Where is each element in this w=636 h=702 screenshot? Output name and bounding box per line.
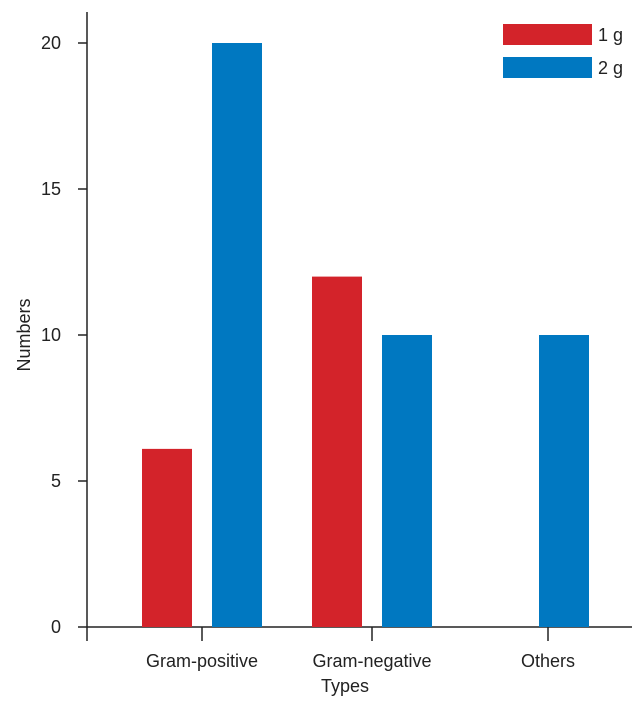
bar-series-2 bbox=[212, 43, 262, 627]
bar-series-2 bbox=[539, 335, 589, 627]
legend: 1 g 2 g bbox=[503, 24, 623, 78]
bar-series-1 bbox=[142, 448, 192, 627]
x-tick-label: Gram-positive bbox=[146, 651, 258, 671]
y-axis-title: Numbers bbox=[14, 298, 34, 371]
legend-swatch bbox=[503, 57, 592, 78]
y-axis: 0 5 10 15 20 bbox=[41, 12, 88, 637]
y-tick-label: 15 bbox=[41, 179, 61, 199]
x-tick-label: Others bbox=[521, 651, 575, 671]
bars bbox=[142, 43, 589, 627]
y-tick-label: 5 bbox=[51, 471, 61, 491]
x-tick-label: Gram-negative bbox=[312, 651, 431, 671]
bar-series-1 bbox=[312, 276, 362, 627]
y-tick-label: 0 bbox=[51, 617, 61, 637]
bar-series-2 bbox=[382, 335, 432, 627]
y-tick-label: 20 bbox=[41, 33, 61, 53]
legend-label: 2 g bbox=[598, 58, 623, 78]
x-axis: Gram-positive Gram-negative Others bbox=[86, 626, 632, 671]
legend-label: 1 g bbox=[598, 25, 623, 45]
x-axis-title: Types bbox=[321, 676, 369, 696]
legend-swatch bbox=[503, 24, 592, 45]
y-tick-label: 10 bbox=[41, 325, 61, 345]
